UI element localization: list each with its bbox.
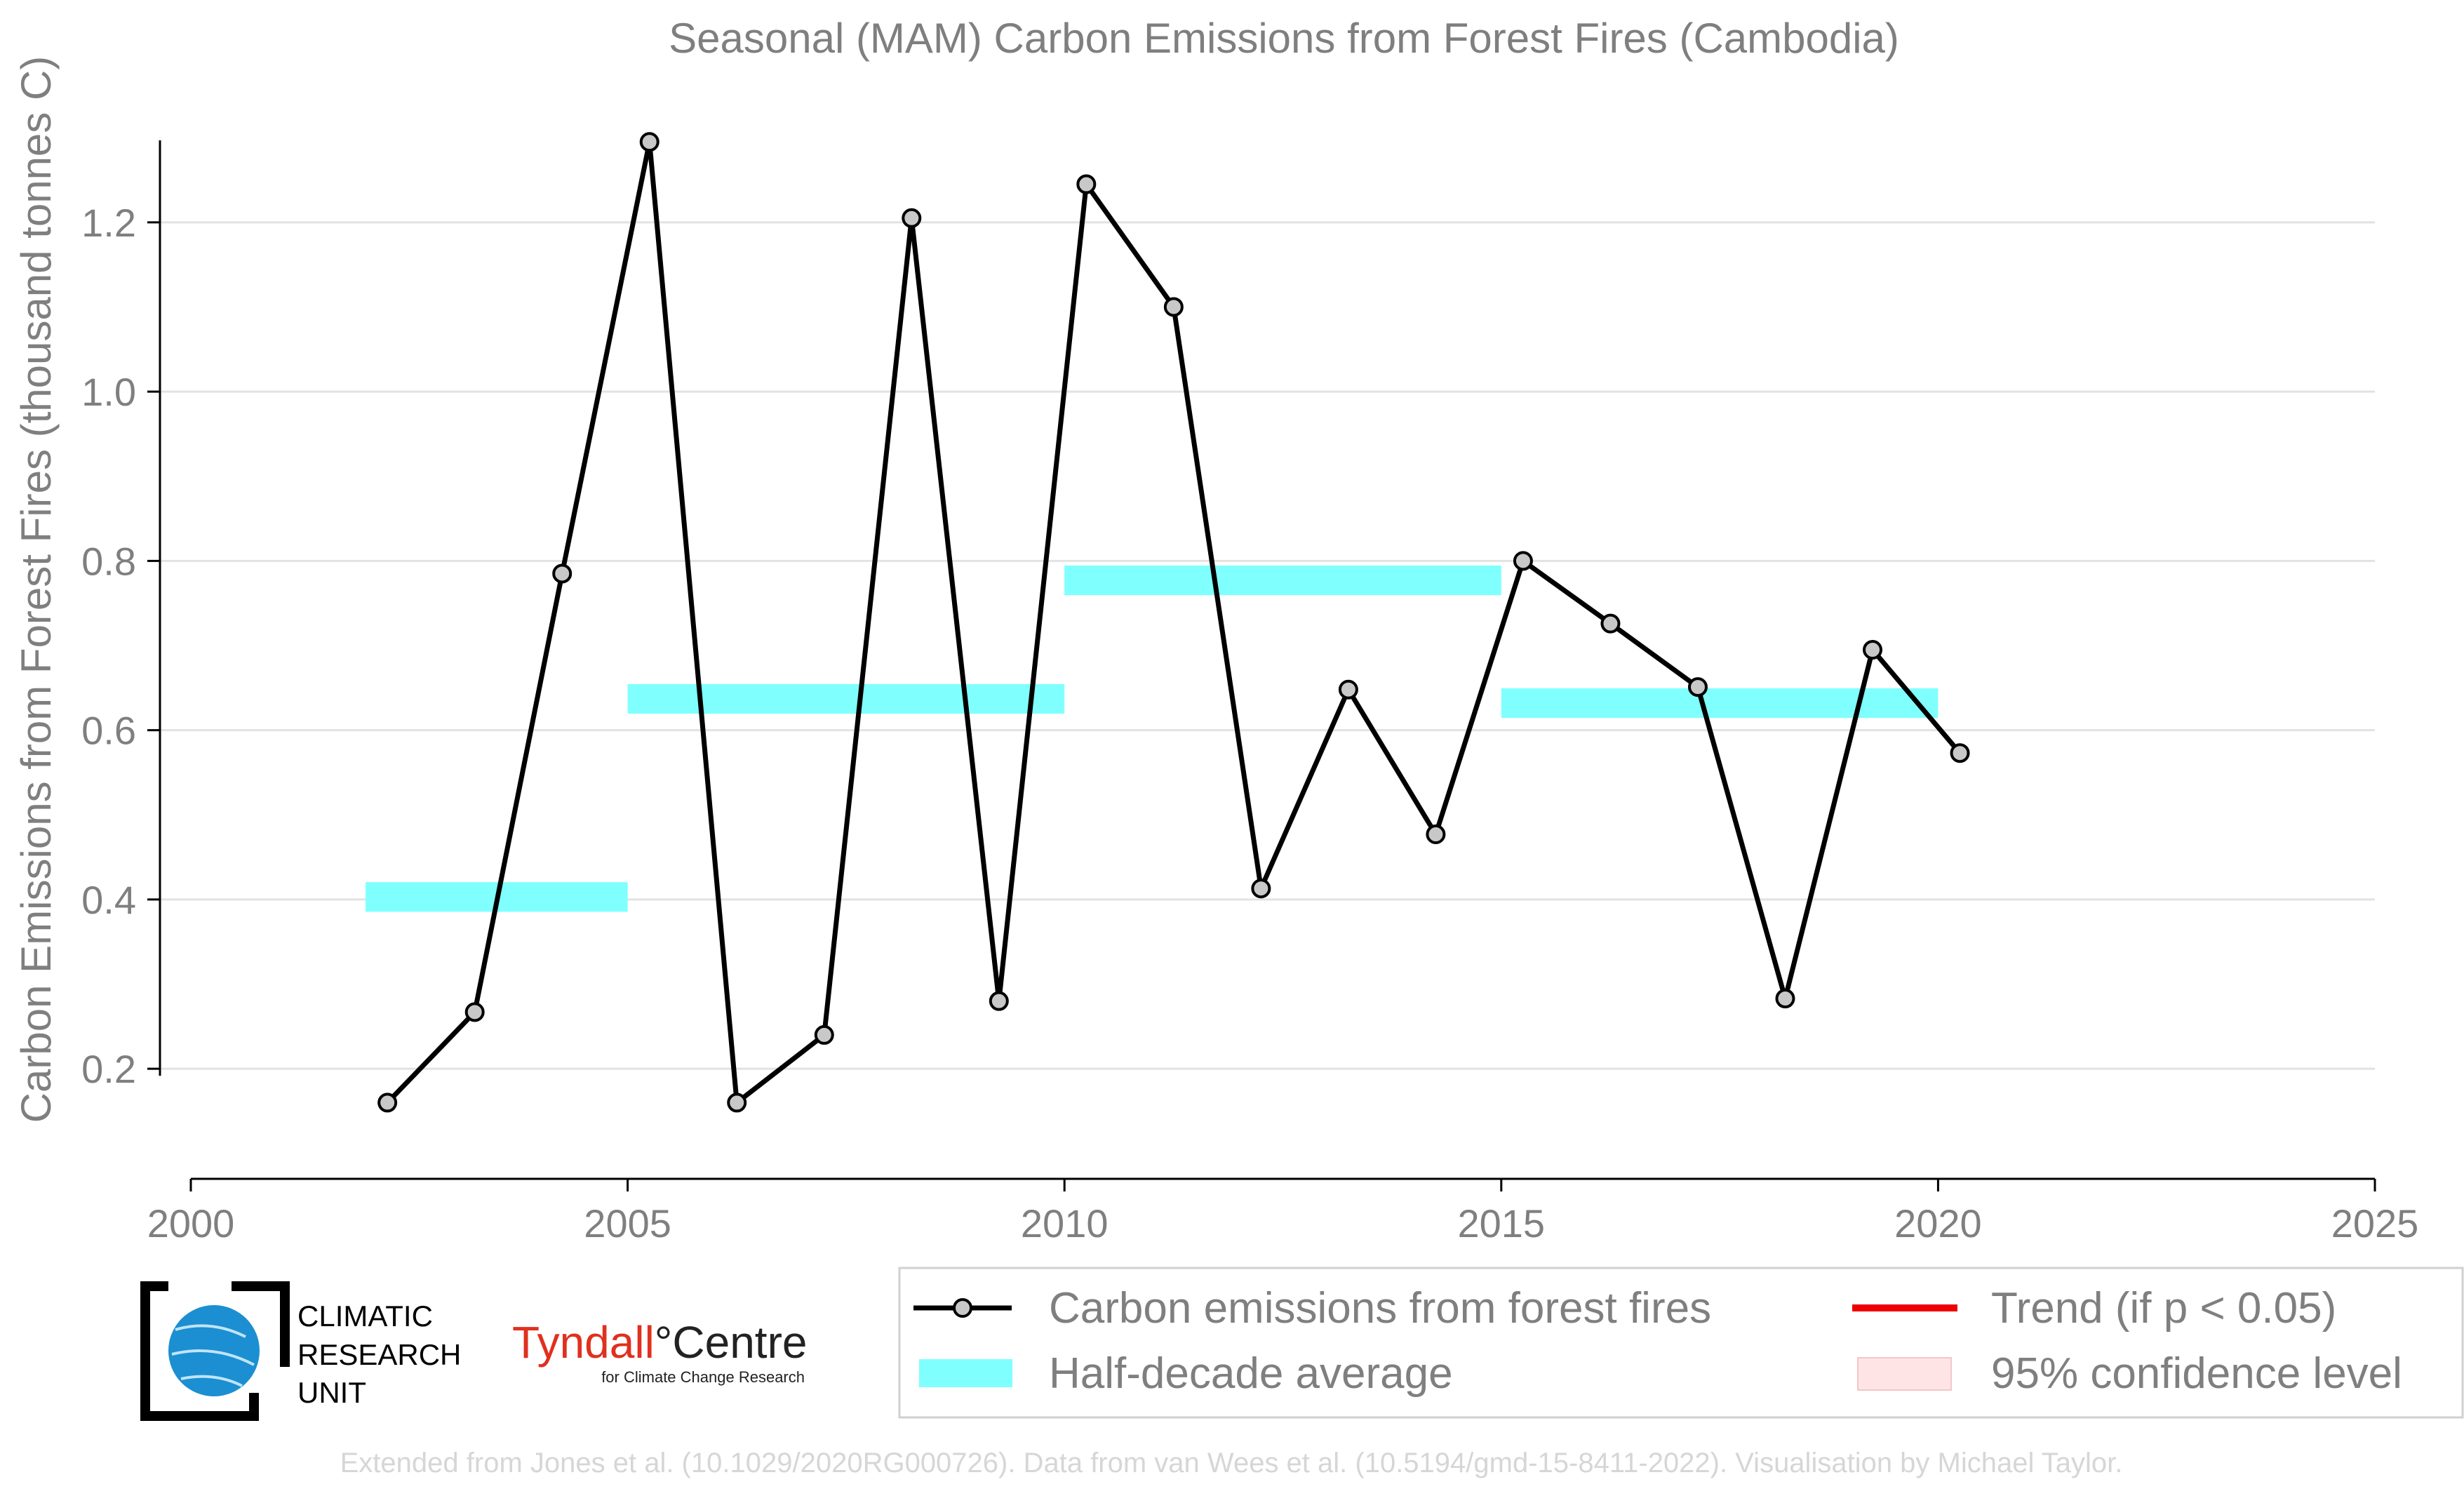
emissions-point <box>989 991 1009 1011</box>
x-tick-label: 2000 <box>147 1201 235 1245</box>
tyndall-logo-name: Tyndall°Centre <box>512 1317 807 1368</box>
x-tick-label: 2015 <box>1458 1201 1546 1245</box>
credits-text: Extended from Jones et al. (10.1029/2020… <box>340 1448 2123 1478</box>
half-decade-average-bars <box>366 566 1939 912</box>
cru-logo-frame-right <box>232 1281 290 1367</box>
legend-frame <box>898 1267 2464 1419</box>
legend-emissions-marker-icon <box>953 1298 972 1318</box>
chart-title: Seasonal (MAM) Carbon Emissions from For… <box>669 15 1899 62</box>
y-tick-label: 0.2 <box>81 1047 136 1091</box>
globe-swirl-lines <box>171 1324 255 1387</box>
cru-logo: CLIMATIC RESEARCH UNIT <box>140 1281 461 1421</box>
x-tick-label: 2010 <box>1021 1201 1109 1245</box>
half-decade-average-bar <box>1064 566 1501 596</box>
emissions-point <box>1863 640 1883 660</box>
cru-logo-line-2: RESEARCH <box>297 1338 461 1371</box>
y-axis-label: Carbon Emissions from Forest Fires (thou… <box>13 56 60 1123</box>
legend-confidence-swatch <box>1857 1357 1952 1391</box>
emissions-series <box>377 132 1970 1113</box>
half-decade-average-bar <box>627 683 1065 714</box>
y-tick-label: 0.8 <box>81 539 136 583</box>
cru-logo-line-1: CLIMATIC <box>297 1300 433 1333</box>
legend-label-half-decade: Half-decade average <box>1049 1349 1453 1398</box>
emissions-point <box>1076 174 1097 194</box>
emissions-point <box>1338 679 1358 700</box>
emissions-point <box>1513 551 1533 571</box>
axes: 0.2 0.4 0.6 0.8 1.0 1.2 2000 2005 2010 2015 2020 20… <box>81 140 2418 1245</box>
y-tick-label: 0.6 <box>81 709 136 753</box>
gridlines <box>160 221 2375 1070</box>
x-tick-label: 2020 <box>1894 1201 1982 1245</box>
emissions-line <box>385 141 1962 1108</box>
emissions-point <box>727 1093 747 1113</box>
tyndall-logo: Tyndall°Centre for Climate Change Resear… <box>512 1317 807 1386</box>
emissions-point <box>1251 879 1271 899</box>
emissions-point <box>639 132 659 152</box>
cru-logo-line-3: UNIT <box>297 1376 366 1409</box>
y-tick-label: 1.0 <box>81 370 136 414</box>
emissions-point <box>1775 989 1795 1009</box>
legend: Carbon emissions from forest fires Trend… <box>898 1267 2464 1419</box>
y-tick-label: 1.2 <box>81 201 136 245</box>
cru-logo-frame-left <box>140 1281 259 1421</box>
emissions-point <box>552 563 573 584</box>
emissions-point <box>1163 297 1184 317</box>
emissions-point <box>464 1002 485 1022</box>
y-tick-label: 0.4 <box>81 878 136 922</box>
emissions-point <box>1600 613 1621 634</box>
legend-half-decade-swatch <box>919 1359 1012 1387</box>
half-decade-average-bar <box>1501 688 1939 719</box>
emissions-point <box>1426 824 1446 845</box>
x-tick-label: 2005 <box>584 1201 671 1245</box>
emissions-point <box>377 1093 398 1113</box>
emissions-point <box>1687 677 1708 697</box>
x-tick-label: 2025 <box>2331 1201 2419 1245</box>
legend-label-confidence: 95% confidence level <box>1991 1349 2402 1398</box>
emissions-point <box>902 208 922 228</box>
emissions-point <box>814 1024 834 1045</box>
legend-label-emissions: Carbon emissions from forest fires <box>1049 1284 1711 1333</box>
legend-label-trend: Trend (if p < 0.05) <box>1991 1284 2336 1333</box>
emissions-point <box>1950 743 1970 763</box>
tyndall-logo-subtitle: for Climate Change Research <box>601 1368 805 1386</box>
